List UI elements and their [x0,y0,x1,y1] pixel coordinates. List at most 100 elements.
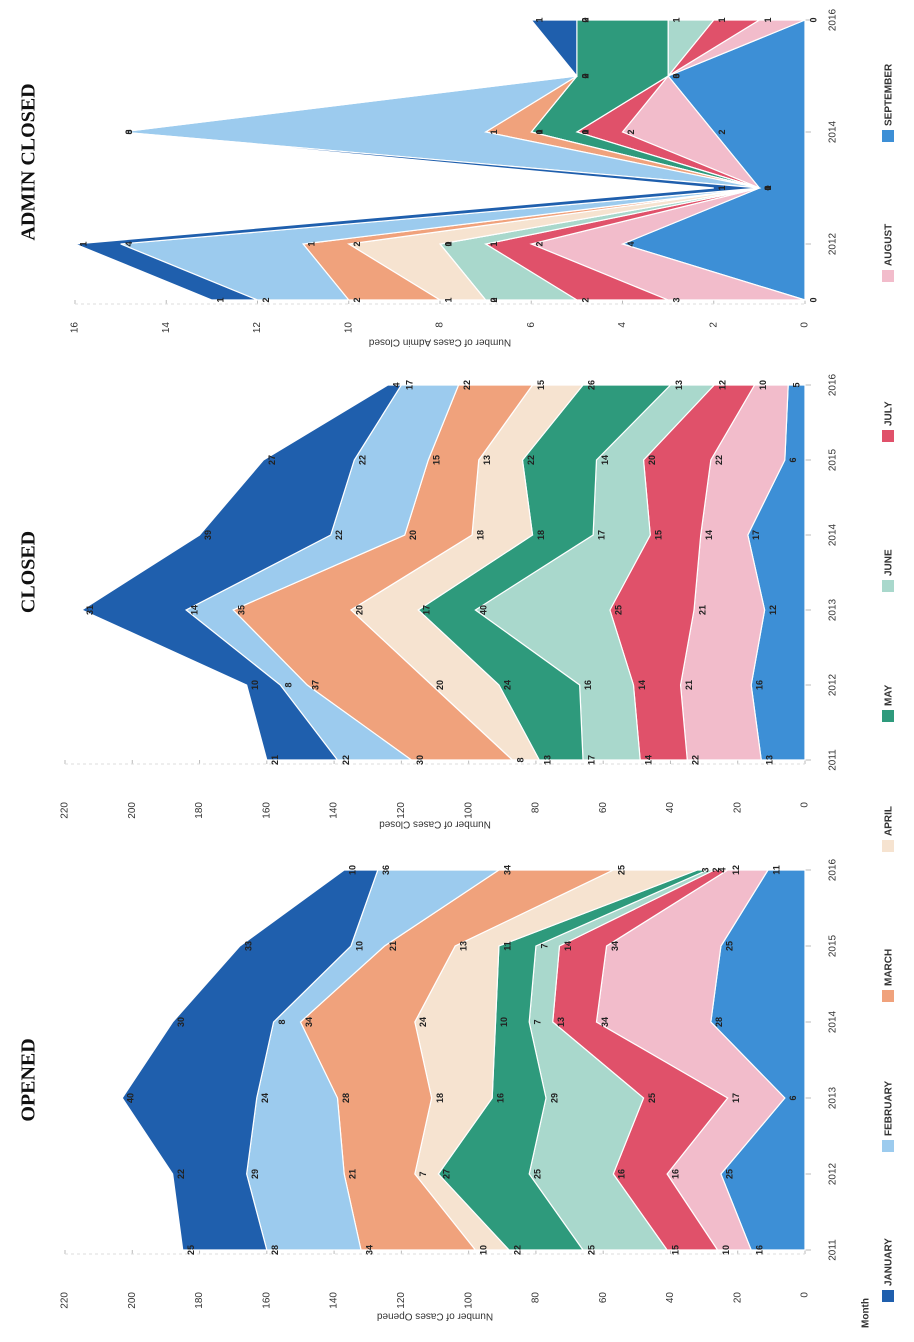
y-tick-label: 80 [531,802,542,814]
value-label: 25 [586,1245,596,1255]
value-label: 13 [674,380,684,390]
value-label: 22 [526,455,536,465]
value-label: 34 [502,865,512,875]
chart-title: CLOSED [18,531,40,613]
y-tick-label: 4 [617,322,628,328]
legend-title: Month [861,1298,872,1328]
legend-swatch [882,990,894,1002]
value-label: 27 [267,455,277,465]
x-tick-label: 2015 [828,934,839,957]
y-tick-label: 160 [261,802,272,819]
value-label: 25 [647,1093,657,1103]
value-label: 22 [462,380,472,390]
value-label: 14 [189,605,199,615]
value-label: 4 [718,867,728,872]
legend-label: MAY [884,684,895,706]
value-label: 0 [580,129,590,134]
value-label: 0 [672,73,682,78]
y-tick-label: 60 [598,1292,609,1304]
value-label: 17 [586,755,596,765]
legend-label: APRIL [884,806,895,836]
value-label: 0 [580,73,590,78]
y-tick-label: 6 [526,322,537,328]
rotated-page: Month OPENED0204060801001201401601802002… [18,8,895,1328]
value-label: 25 [186,1245,196,1255]
value-label: 10 [354,941,364,951]
value-label: 13 [765,755,775,765]
value-label: 34 [600,1017,610,1027]
value-label: 0 [124,129,134,134]
x-tick-label: 2016 [828,8,839,31]
y-tick-label: 20 [732,802,743,814]
x-tick-label: 2011 [828,749,839,771]
value-label: 7 [533,1019,543,1024]
value-label: 37 [311,680,321,690]
x-tick-label: 2014 [828,523,839,546]
legend-swatch [882,430,894,442]
x-tick-label: 2015 [828,448,839,471]
legend-swatch [882,270,894,282]
value-label: 7 [539,943,549,948]
value-label: 0 [808,297,818,302]
x-tick-label: 2012 [828,673,839,696]
value-label: 28 [341,1093,351,1103]
value-label: 21 [270,755,280,765]
value-label: 24 [260,1093,270,1103]
value-label: 0 [580,73,590,78]
legend-swatch [882,1290,894,1302]
value-label: 2 [352,241,362,246]
value-label: 2 [717,129,727,134]
value-label: 2 [580,17,590,22]
value-label: 17 [751,530,761,540]
value-label: 20 [647,455,657,465]
value-label: 1 [489,129,499,134]
y-tick-label: 40 [665,802,676,814]
value-label: 18 [536,530,546,540]
value-label: 0 [763,185,773,190]
value-label: 26 [586,380,596,390]
value-label: 14 [563,941,573,951]
legend-label: SEPTEMBER [884,63,895,126]
value-label: 31 [85,605,95,615]
value-label: 4 [626,241,636,246]
y-tick-label: 200 [127,802,138,819]
value-label: 1 [78,241,88,246]
chart-title: ADMIN CLOSED [18,83,40,240]
value-label: 10 [250,680,260,690]
legend-swatch [882,710,894,722]
value-label: 10 [758,380,768,390]
value-label: 10 [348,865,358,875]
value-label: 1 [580,129,590,134]
value-label: 2 [626,129,636,134]
value-label: 1 [443,241,453,246]
value-label: 2 [261,297,271,302]
value-label: 1 [763,185,773,190]
value-label: 14 [600,455,610,465]
y-tick-label: 220 [60,1292,71,1309]
value-label: 1 [717,17,727,22]
value-label: 10 [499,1017,509,1027]
value-label: 16 [755,1245,765,1255]
value-label: 14 [637,680,647,690]
value-label: 1 [215,297,225,302]
value-label: 10 [721,1245,731,1255]
value-label: 39 [203,530,213,540]
area-band [74,19,760,301]
value-label: 18 [435,1093,445,1103]
value-label: 3 [672,297,682,302]
value-label: 34 [364,1245,374,1255]
value-label: 16 [755,680,765,690]
value-label: 24 [502,680,512,690]
legend-swatch [882,580,894,592]
value-label: 8 [284,682,294,687]
value-label: 3 [672,73,682,78]
y-tick-label: 180 [194,802,205,819]
value-label: 11 [502,941,512,951]
value-label: 0 [580,17,590,22]
value-label: 0 [763,185,773,190]
y-tick-label: 100 [463,802,474,819]
x-tick-label: 2016 [828,373,839,396]
value-label: 2 [489,297,499,302]
legend-swatch [882,130,894,142]
